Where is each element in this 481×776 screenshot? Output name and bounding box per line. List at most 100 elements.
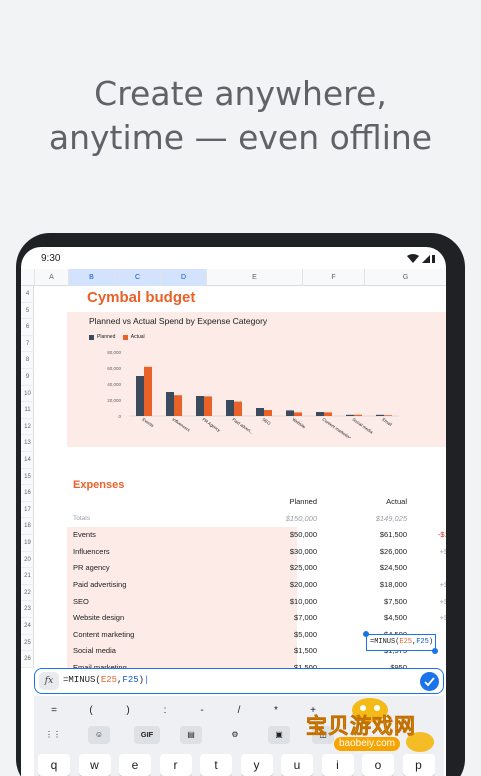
- row-header[interactable]: 9: [21, 369, 34, 386]
- cell-diff[interactable]: +$500: [407, 627, 447, 644]
- letter-key[interactable]: t: [200, 754, 232, 776]
- cell-diff[interactable]: +$500: [407, 560, 447, 577]
- cell-name[interactable]: Social media: [73, 646, 116, 656]
- symbol-key[interactable]: *: [274, 705, 278, 716]
- column-header-c[interactable]: C: [115, 269, 161, 286]
- row-header[interactable]: 5: [21, 303, 34, 320]
- cell-name[interactable]: PR agency: [73, 563, 110, 573]
- cell-planned[interactable]: $20,000: [289, 580, 317, 589]
- letter-key[interactable]: u: [281, 754, 313, 776]
- corner-cell[interactable]: [21, 269, 35, 286]
- table-row[interactable]: Paid advertising $20,000 $18,000 +$2,000: [67, 577, 446, 594]
- formula-input[interactable]: =MINUS(E25,F25)|: [63, 675, 150, 685]
- cell-planned[interactable]: $150,000: [285, 513, 317, 523]
- cell-diff[interactable]: +$550: [407, 660, 447, 668]
- row-header[interactable]: 11: [21, 402, 34, 419]
- column-header-e[interactable]: E: [207, 269, 303, 286]
- bar-planned[interactable]: [166, 392, 174, 416]
- bar-chart[interactable]: 80,000 60,000 40,000 20,000 0 Events Influence…: [75, 348, 415, 438]
- row-header[interactable]: 12: [21, 419, 34, 436]
- bar-planned[interactable]: [136, 376, 144, 416]
- row-header[interactable]: 22: [21, 585, 34, 602]
- bar-actual[interactable]: [294, 412, 302, 416]
- row-header[interactable]: 8: [21, 352, 34, 369]
- cell-actual[interactable]: $149,025: [375, 513, 407, 523]
- row-header[interactable]: 21: [21, 568, 34, 585]
- row-header[interactable]: 19: [21, 535, 34, 552]
- confirm-check-button[interactable]: [420, 672, 439, 691]
- symbol-key[interactable]: -: [200, 705, 204, 716]
- bar-actual[interactable]: [354, 414, 362, 416]
- table-row[interactable]: SEO $10,000 $7,500 +$2,500: [67, 593, 446, 611]
- cell-planned[interactable]: $7,000: [294, 613, 317, 623]
- cell-diff[interactable]: +$2,500: [439, 596, 446, 606]
- row-header[interactable]: 10: [21, 386, 34, 403]
- cell-actual[interactable]: $4,500: [384, 613, 407, 623]
- cell-diff[interactable]: -$11,500: [437, 530, 446, 540]
- row-header[interactable]: 6: [21, 319, 34, 336]
- bar-planned[interactable]: [286, 410, 294, 416]
- cell-name[interactable]: Events: [73, 530, 96, 540]
- column-header-g[interactable]: G: [402, 274, 409, 281]
- cell-planned[interactable]: $50,000: [289, 530, 317, 540]
- row-header[interactable]: 23: [21, 601, 34, 618]
- letter-key[interactable]: q: [38, 754, 70, 776]
- selection-handle-bottom[interactable]: [432, 648, 438, 654]
- row-header[interactable]: 4: [21, 286, 34, 303]
- translate-icon[interactable]: ▣: [268, 726, 290, 744]
- bar-actual[interactable]: [144, 366, 152, 416]
- symbol-key[interactable]: /: [237, 705, 241, 716]
- row-header[interactable]: 15: [21, 469, 34, 486]
- cell-name[interactable]: Paid advertising: [73, 580, 127, 589]
- row-header[interactable]: 7: [21, 336, 34, 353]
- selection-handle-top[interactable]: [363, 631, 369, 637]
- letter-key[interactable]: i: [321, 754, 354, 776]
- bar-planned[interactable]: [256, 408, 264, 416]
- symbol-key[interactable]: :: [163, 705, 167, 716]
- cell-planned[interactable]: $1,500: [294, 663, 317, 668]
- column-header-b[interactable]: B: [69, 269, 115, 286]
- bar-planned[interactable]: [196, 396, 204, 416]
- theme-icon[interactable]: ◫: [312, 726, 334, 744]
- column-header-f[interactable]: F: [303, 269, 365, 286]
- cell-name[interactable]: SEO: [73, 596, 89, 606]
- column-header-d[interactable]: D: [161, 269, 207, 286]
- active-cell-formula[interactable]: =MINUS(E25,F25): [366, 634, 436, 651]
- cell-diff[interactable]: +$2,000: [439, 580, 446, 589]
- letter-key[interactable]: e: [119, 754, 151, 776]
- symbol-key[interactable]: (: [89, 705, 93, 716]
- bar-actual[interactable]: [384, 415, 392, 416]
- fx-icon[interactable]: fx: [39, 672, 59, 690]
- cell-diff[interactable]: +$975: [407, 511, 447, 528]
- row-header[interactable]: 16: [21, 485, 34, 502]
- sheet-title[interactable]: Cymbal budget: [87, 289, 196, 306]
- letter-key[interactable]: p: [402, 754, 435, 776]
- cell-name[interactable]: Email marketing: [73, 663, 127, 668]
- apps-grid-icon[interactable]: ⋮⋮: [45, 730, 61, 739]
- spreadsheet-grid[interactable]: Cymbal budget Planned vs Actual Spend by…: [35, 286, 446, 668]
- letter-key[interactable]: r: [159, 754, 192, 776]
- cell-diff[interactable]: +$4,000: [439, 546, 446, 556]
- cell-actual[interactable]: $26,000: [379, 546, 407, 556]
- cell-planned[interactable]: Planned: [289, 497, 317, 506]
- bar-actual[interactable]: [204, 396, 212, 416]
- row-header[interactable]: 14: [21, 452, 34, 469]
- table-row[interactable]: PR agency $25,000 $24,500+$500: [67, 560, 446, 577]
- cell-actual[interactable]: $950: [390, 663, 407, 668]
- table-row[interactable]: Influencers $30,000 $26,000 +$4,000: [67, 543, 446, 561]
- cell-diff[interactable]: +$2,500: [439, 613, 446, 623]
- sticker-icon[interactable]: ☺: [88, 726, 110, 744]
- formula-bar[interactable]: fx =MINUS(E25,F25)|: [34, 668, 444, 694]
- table-row[interactable]: Totals $150,000 $149,025+$975: [67, 511, 446, 528]
- cell-actual[interactable]: $24,500: [379, 563, 407, 573]
- letter-key[interactable]: o: [362, 754, 394, 776]
- cell-actual[interactable]: $18,000: [379, 580, 407, 589]
- row-header[interactable]: 18: [21, 518, 34, 535]
- letter-key[interactable]: y: [240, 754, 273, 776]
- cell-actual[interactable]: $7,500: [384, 596, 407, 606]
- bar-actual[interactable]: [324, 412, 332, 416]
- letter-key[interactable]: w: [78, 754, 111, 776]
- cell-planned[interactable]: $1,500: [294, 646, 317, 656]
- bar-actual[interactable]: [264, 410, 272, 416]
- column-header-a[interactable]: A: [35, 269, 69, 286]
